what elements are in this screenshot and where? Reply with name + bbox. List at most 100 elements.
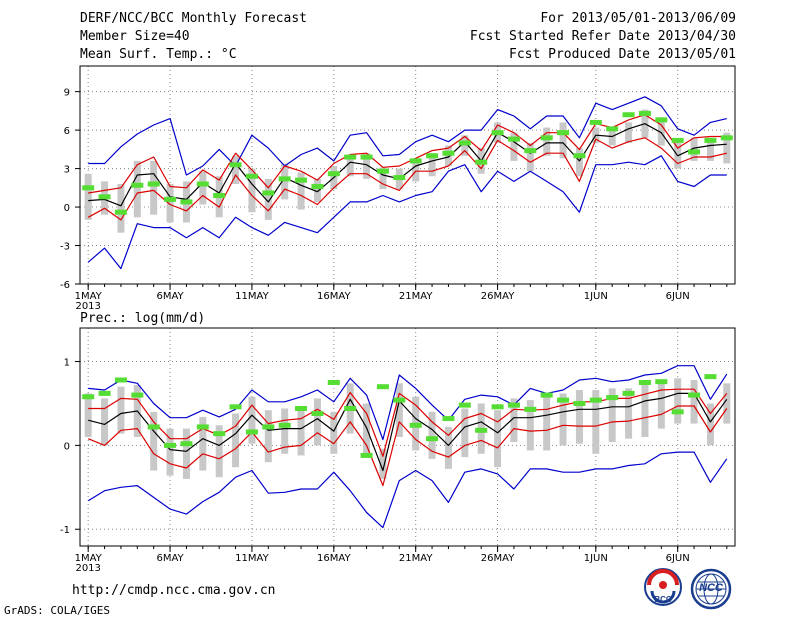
precipitation-ytick-label: 1 [64,358,70,369]
precipitation-xtick-label: 26MAY [481,553,515,564]
temperature-observed-mark [524,148,537,154]
temperature-spread-box [297,172,305,210]
precipitation-spread-box [379,448,387,479]
forecast-title: DERF/NCC/BCC Monthly Forecast [80,11,307,26]
precipitation-observed-mark [164,442,177,448]
temperature-observed-mark [557,130,570,136]
temperature-observed-mark [606,126,619,132]
temperature-observed-mark [262,190,275,196]
temperature-observed-mark [245,173,258,179]
precipitation-spread-box [559,393,567,446]
precipitation-spread-box [182,428,190,479]
precipitation-observed-mark [278,422,291,428]
temperature-xtick-label: 11MAY [235,291,269,302]
precipitation-observed-mark [327,380,340,385]
precipitation-spread-box [608,388,616,443]
temperature-ytick-label: 9 [64,88,70,99]
temperature-mean-line [88,123,727,207]
precipitation-mean-line [88,392,728,472]
temperature-observed-mark [213,193,226,199]
temperature-observed-mark [360,154,373,160]
source-url[interactable]: http://cmdp.ncc.cma.gov.cn [72,583,276,598]
precipitation-observed-mark [426,436,439,442]
temperature-spread-box [428,153,436,177]
precipitation-observed-mark [638,380,651,385]
temperature-spread-box [625,122,633,143]
precipitation-spread-box [543,396,551,451]
precipitation-observed-mark [409,422,422,428]
precipitation-xtick-label: 6MAY [156,553,184,564]
precipitation-observed-mark [196,424,209,430]
temperature-observed-mark [196,181,209,187]
temperature-ytick-label: -3 [60,242,70,253]
temperature-observed-mark [507,136,520,142]
temperature-observed-mark [327,171,340,177]
temperature-frame [79,65,736,285]
temperature-observed-mark [164,196,177,202]
temperature-ytick-label: 0 [64,203,70,214]
temperature-observed-mark [278,176,291,182]
temperature-spread-box [150,160,158,215]
precipitation-observed-mark [295,405,308,411]
temperature-observed-mark [409,158,422,164]
precipitation-observed-mark [114,377,127,383]
precipitation-upper-line [88,388,728,457]
temperature-spread-box [363,153,371,179]
precipitation-xtick-label: 1MAY [75,553,103,564]
temperature-spread-box [543,127,551,156]
produced-date: Fcst Produced Date 2013/05/01 [509,47,736,62]
temperature-observed-mark [344,154,357,160]
temperature-observed-mark [98,194,111,200]
precipitation-observed-mark [82,394,95,400]
temperature-xtick-label: 1MAY [75,291,103,302]
precipitation-observed-mark [213,431,226,437]
temperature-observed-mark [655,117,668,123]
temperature-observed-mark [704,137,717,143]
temperature-spread-box [379,167,387,190]
temperature-observed-mark [393,175,406,181]
temperature-max-line [88,96,727,176]
precipitation-spread-box [150,411,158,471]
precipitation-xtick-label: 1JUN [584,553,608,564]
precipitation-spread-box [330,411,338,454]
forecast-period: For 2013/05/01-2013/06/09 [540,11,736,26]
started-date: Fcst Started Refer Date 2013/04/30 [469,29,736,44]
precipitation-observed-mark [606,395,619,401]
temperature-spread-box [461,135,469,156]
temperature-spread-box [117,183,125,233]
temperature-spread-box [133,160,141,218]
precipitation-spread-box [444,426,452,469]
temperature-spread-box [526,142,534,172]
precipitation-spread-box [641,385,649,437]
temperature-observed-mark [229,162,242,168]
precipitation-observed-mark [245,429,258,435]
precipitation-spread-box [248,396,256,444]
precipitation-spread-box [101,398,109,446]
precipitation-observed-mark [622,390,635,396]
temperature-observed-mark [475,159,488,165]
temperature-spread-box [690,137,698,161]
precipitation-observed-mark [360,452,373,458]
bcc-logo-text: BCC [654,595,672,604]
precipitation-spread-box [674,378,682,424]
precipitation-spread-box [510,398,518,443]
precipitation-frame [79,327,736,547]
bcc-emblem-icon [644,568,682,606]
temperature-spread-box [412,158,420,182]
precipitation-spread-box [690,379,698,424]
member-size-label: Member Size=40 [80,29,190,44]
temperature-xtick-label: 6MAY [156,291,184,302]
temperature-observed-mark [720,135,733,141]
precipitation-spread-box [461,408,469,458]
precipitation-observed-mark [344,405,357,411]
precipitation-observed-mark [393,397,406,403]
temperature-observed-mark [573,153,586,159]
precipitation-spread-box [592,390,600,454]
temperature-min-line [87,155,727,270]
precipitation-spread-box [494,410,502,468]
temperature-year-label: 2013 [75,301,100,312]
temperature-ytick-label: -6 [60,280,70,291]
temperature-xtick-label: 26MAY [481,291,515,302]
variable-label: Mean Surf. Temp.: °C [80,47,237,62]
